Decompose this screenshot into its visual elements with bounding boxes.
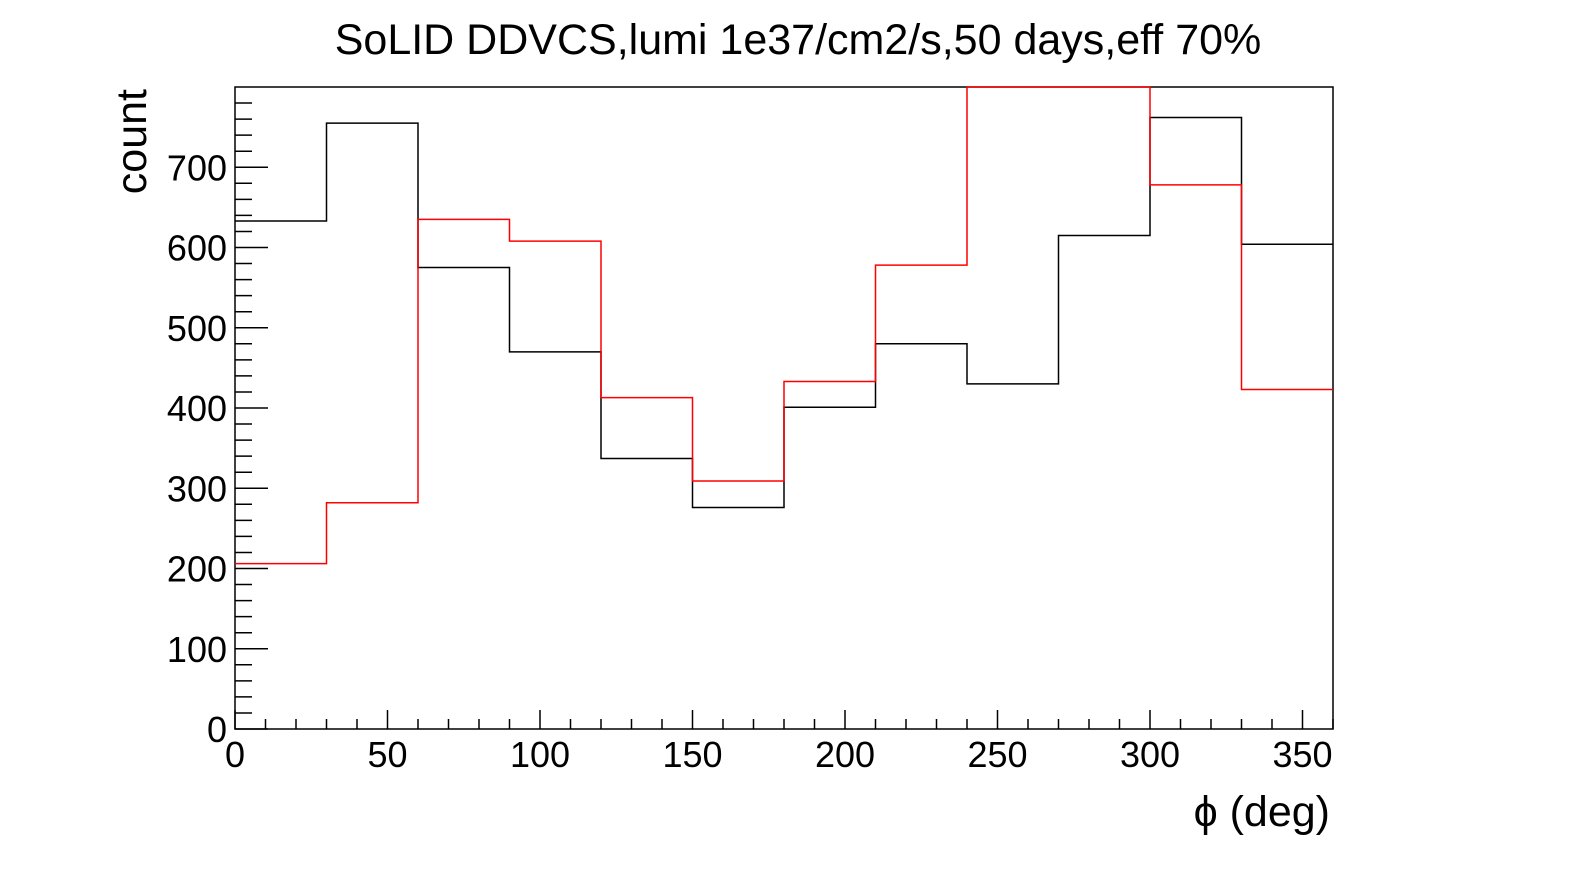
y-tick-label: 0 [207,709,227,750]
y-axis: 0 100 200 300 400 500 600 700 [167,102,268,750]
x-axis: 0 50 100 150 200 250 300 350 [225,710,1334,775]
x-axis-title: ϕ (deg) [1194,788,1330,836]
x-tick-label: 0 [225,734,245,775]
y-tick-label: 100 [167,629,227,670]
y-axis-title: count [108,89,156,194]
y-tick-label: 700 [167,147,227,188]
x-tick-label: 350 [1272,734,1332,775]
y-tick-label: 500 [167,308,227,349]
x-tick-label: 200 [815,734,875,775]
y-tick-label: 200 [167,549,227,590]
histogram-series-1 [235,86,1333,565]
x-tick-label: 100 [510,734,570,775]
y-tick-label: 600 [167,228,227,269]
x-tick-label: 50 [367,734,407,775]
series-layer [235,86,1333,565]
y-tick-label: 300 [167,468,227,509]
y-tick-label: 400 [167,388,227,429]
x-tick-label: 250 [967,734,1027,775]
x-tick-label: 300 [1120,734,1180,775]
x-tick-label: 150 [662,734,722,775]
chart-title: SoLID DDVCS,lumi 1e37/cm2/s,50 days,eff … [335,16,1262,64]
